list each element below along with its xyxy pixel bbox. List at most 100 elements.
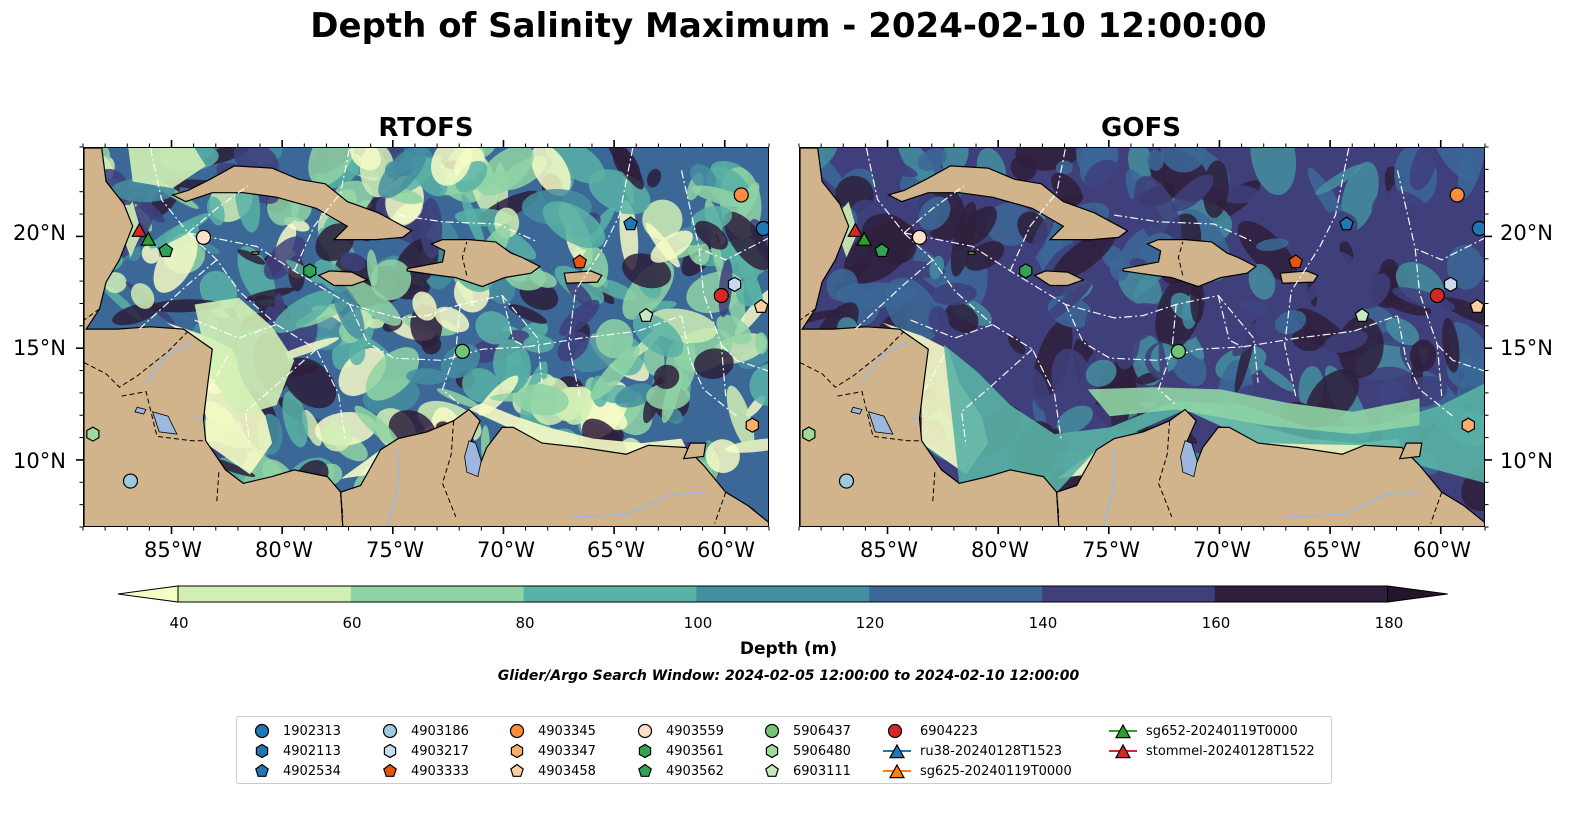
eez-boundary — [1283, 148, 1350, 397]
legend-label: 4903333 — [411, 763, 469, 779]
platform-marker — [1354, 307, 1370, 322]
legend-marker-1-0 — [382, 723, 398, 739]
eez-boundary — [149, 148, 346, 439]
depth-patch — [200, 243, 220, 255]
country-border — [216, 469, 220, 502]
legend-column: 6904223 ru38-20240128T1523 sg625-2024011… — [882, 721, 1072, 781]
legend-column: 5906437 5906480 6903111 — [759, 721, 851, 781]
legend-label: 4903347 — [538, 743, 596, 759]
platform-marker — [454, 343, 471, 360]
depth-patch — [1431, 148, 1475, 181]
legend-label: ru38-20240128T1523 — [920, 743, 1063, 759]
legend-symbol — [255, 763, 269, 777]
legend-symbol — [383, 743, 397, 759]
country-border — [800, 308, 816, 321]
eez-boundary — [1157, 304, 1177, 406]
country-border — [800, 330, 905, 388]
depth-patch — [1456, 342, 1484, 405]
legend-marker-0-1 — [255, 743, 269, 759]
river — [145, 341, 193, 384]
land-puertoRico — [563, 270, 603, 284]
lat-label-20n-right: 20°N — [1500, 221, 1553, 245]
eez-boundary — [207, 355, 229, 392]
map-rtofs[interactable] — [83, 147, 769, 527]
legend-symbol — [383, 763, 397, 777]
depth-patch — [557, 331, 589, 362]
depth-patch — [1160, 148, 1207, 173]
depth-patch — [370, 259, 412, 301]
depth-patch — [992, 366, 1031, 384]
depth-patch — [1051, 230, 1116, 282]
depth-patch — [754, 332, 768, 354]
depth-patch — [1379, 291, 1432, 316]
country-border — [84, 308, 100, 321]
depth-patch — [690, 163, 717, 191]
eez-boundary — [567, 148, 634, 397]
colorbar-segment — [178, 586, 352, 602]
depth-patch — [800, 309, 842, 326]
eez-boundary — [680, 315, 738, 417]
legend-marker-4-1 — [765, 743, 779, 759]
land-cuba — [886, 165, 1129, 241]
country-border — [1430, 492, 1443, 524]
legend-label: 4903559 — [666, 723, 724, 739]
lon-label-65w-rtofs: 65°W — [587, 538, 645, 562]
legend-item: 5906437 — [759, 721, 851, 741]
depth-patch — [1051, 348, 1096, 419]
legend-item: stommel-20240128T1522 — [1108, 741, 1315, 761]
shallow-region — [943, 344, 1484, 493]
country-border — [121, 391, 204, 442]
platform-marker — [86, 426, 100, 442]
colorbar-tick-120: 120 — [855, 614, 885, 632]
depth-patch — [559, 299, 600, 337]
eez-boundary — [1064, 304, 1398, 362]
depth-patch — [691, 185, 751, 208]
legend-symbol — [765, 763, 779, 777]
platform-marker — [195, 229, 212, 246]
depth-patch — [1400, 229, 1437, 266]
legend-item: 4902113 — [249, 741, 341, 761]
platform-marker — [140, 231, 157, 246]
platform-marker — [1461, 417, 1476, 433]
shallow-region — [194, 297, 295, 417]
depth-patch — [321, 421, 353, 452]
platform-marker — [1449, 187, 1465, 203]
depth-patch — [406, 368, 448, 385]
legend-label: 4903458 — [538, 763, 596, 779]
colorbar-tick-80: 80 — [515, 614, 535, 632]
depth-patch — [945, 302, 979, 333]
depth-patch — [490, 391, 558, 402]
legend-item: 6903111 — [759, 761, 851, 781]
depth-patch — [1056, 405, 1094, 434]
colorbar-segment — [523, 586, 697, 602]
platform-marker — [727, 276, 742, 293]
depth-patch — [349, 341, 366, 366]
depth-patch — [1190, 278, 1205, 324]
depth-patch — [693, 348, 734, 379]
depth-patch — [673, 240, 706, 259]
shallow-region — [340, 402, 686, 479]
eez-boundary — [720, 344, 768, 372]
legend-marker-3-2 — [638, 763, 652, 777]
depth-patch — [1118, 265, 1162, 306]
eez-boundary — [1217, 295, 1243, 348]
map-gofs[interactable] — [799, 147, 1485, 527]
legend-symbol — [637, 723, 653, 739]
legend-item: 4903186 — [377, 721, 469, 741]
depth-patch — [1237, 220, 1298, 282]
depth-patch — [964, 241, 1005, 271]
depth-patch — [523, 335, 555, 353]
legend-label: 4903562 — [666, 763, 724, 779]
legend-item: sg652-20240119T0000 — [1108, 721, 1315, 741]
depth-patch — [237, 246, 276, 306]
eez-boundary — [501, 295, 527, 348]
depth-patch — [542, 201, 606, 249]
eez-boundary — [348, 304, 682, 362]
depth-patch — [384, 161, 403, 179]
country-border — [441, 420, 457, 517]
legend-label: 6903111 — [793, 763, 851, 779]
depth-patch — [1392, 287, 1456, 311]
depth-patch — [237, 249, 266, 265]
eez-boundary — [138, 259, 218, 330]
depth-patch — [1340, 161, 1379, 231]
